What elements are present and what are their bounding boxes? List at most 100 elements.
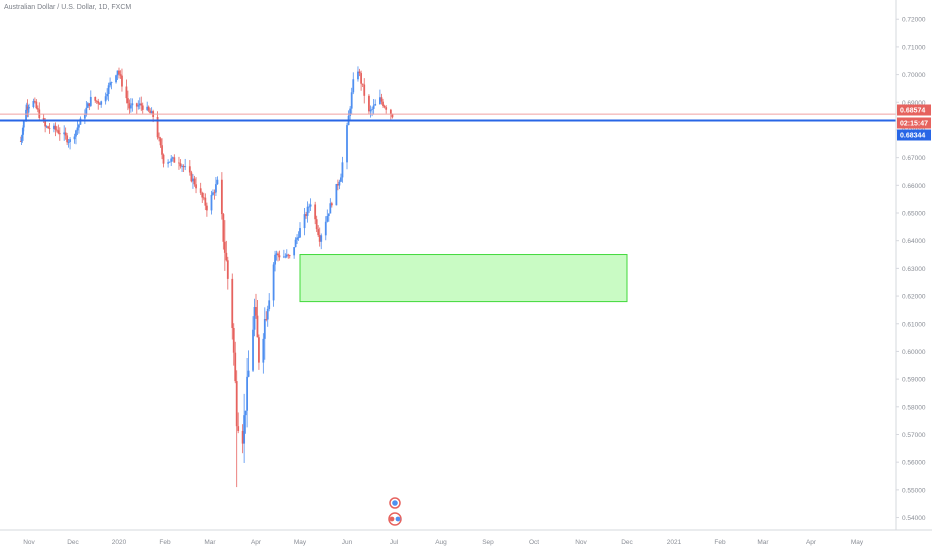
candle-body <box>140 103 143 106</box>
x-tick-label: Feb <box>159 539 171 546</box>
candle-body <box>324 221 327 236</box>
candle-body <box>237 426 240 431</box>
candle-body <box>361 83 364 85</box>
candle-body <box>45 126 48 128</box>
candle-body <box>27 108 30 110</box>
candle-body <box>234 352 237 382</box>
candle-body <box>97 101 100 104</box>
y-tick-label: 0.59000 <box>902 377 926 384</box>
candle-body <box>308 206 310 208</box>
y-tick-label: 0.72000 <box>902 17 926 24</box>
candle-body <box>127 98 129 104</box>
y-tick-label: 0.54000 <box>902 515 926 522</box>
candle-body <box>346 125 348 163</box>
price-label-text: 0.68574 <box>900 108 925 115</box>
x-tick-label: Mar <box>757 539 769 546</box>
candle-body <box>368 95 370 112</box>
event-flag-icon <box>392 500 398 506</box>
x-tick-label: Sep <box>482 539 494 546</box>
candle-body <box>47 126 49 129</box>
candle-body <box>385 107 388 110</box>
y-tick-label: 0.61000 <box>902 321 926 328</box>
candle-body <box>297 237 300 239</box>
candle-body <box>64 132 67 136</box>
candle-body <box>32 100 35 108</box>
candle-body <box>63 132 66 135</box>
candle-body <box>33 100 36 102</box>
price-label-badge <box>897 129 931 141</box>
candle-body <box>44 121 47 127</box>
candle-body <box>125 86 128 99</box>
candle-body <box>315 219 318 230</box>
y-tick-label: 0.62000 <box>902 294 926 301</box>
candle-body <box>146 106 149 110</box>
candle-body <box>161 145 163 155</box>
x-tick-label: Apr <box>251 539 262 546</box>
event-flag-icon[interactable] <box>388 512 402 526</box>
candle-body <box>265 319 268 320</box>
candle-body <box>21 134 24 139</box>
candle-body <box>285 254 288 257</box>
price-label-badge <box>897 117 931 129</box>
candle-body <box>241 430 244 444</box>
x-tick-label: Aug <box>435 539 447 546</box>
y-tick-label: 0.55000 <box>902 487 926 494</box>
candle-body <box>314 204 317 220</box>
time-axis: Nov Dec 2020 Feb Mar Apr May Jun Jul Aug Sep Oct Nov… <box>23 539 864 546</box>
candle-body <box>226 260 229 279</box>
candle-body <box>340 177 342 182</box>
candle-body <box>131 103 134 106</box>
candle-body <box>223 241 226 253</box>
candle-body <box>369 109 372 112</box>
candle-body <box>78 124 80 128</box>
candle-body <box>95 100 98 102</box>
candle-body <box>335 184 338 206</box>
price-label-text: 0.68344 <box>900 133 925 140</box>
candle-body <box>94 96 97 101</box>
candle-body <box>231 278 234 328</box>
candle-body <box>195 184 197 189</box>
candle-body <box>235 381 238 427</box>
candle-body <box>119 74 122 76</box>
candle-body <box>299 228 301 238</box>
candle-body <box>263 319 266 339</box>
y-tick-label: 0.60000 <box>902 349 926 356</box>
candle-body <box>278 255 281 258</box>
x-tick-label: Dec <box>621 539 633 546</box>
candle-body <box>337 184 339 186</box>
candle-body <box>116 70 119 76</box>
candle-body <box>288 255 291 257</box>
candle-body <box>274 254 276 265</box>
candle-body <box>149 110 152 114</box>
candle-body <box>363 84 366 96</box>
candle-body <box>79 118 82 125</box>
y-tick-label: 0.64000 <box>902 238 926 245</box>
candle-body <box>232 327 235 353</box>
candle-body <box>294 239 297 248</box>
candle-body <box>67 142 70 143</box>
y-tick-label: 0.70000 <box>902 72 926 79</box>
y-tick-label: 0.67000 <box>902 155 926 162</box>
x-tick-label: Jun <box>342 539 353 546</box>
candle-body <box>167 162 170 164</box>
candle-body <box>352 79 355 93</box>
candle-body <box>201 192 204 198</box>
candle-body <box>193 178 196 185</box>
candle-body <box>156 116 159 138</box>
candle-body <box>28 107 30 109</box>
candle-body <box>253 307 256 330</box>
candle-body <box>243 415 246 444</box>
candle-body <box>360 73 362 84</box>
candle-body <box>293 247 296 256</box>
candle-body <box>338 181 341 186</box>
candle-body <box>247 370 250 377</box>
candle-body <box>246 376 248 411</box>
candle-body <box>306 206 309 216</box>
candle-body <box>212 192 214 195</box>
candle-body <box>222 214 225 242</box>
x-tick-label: May <box>851 539 864 546</box>
candle-body <box>137 105 140 107</box>
demand-zone[interactable] <box>299 254 628 303</box>
